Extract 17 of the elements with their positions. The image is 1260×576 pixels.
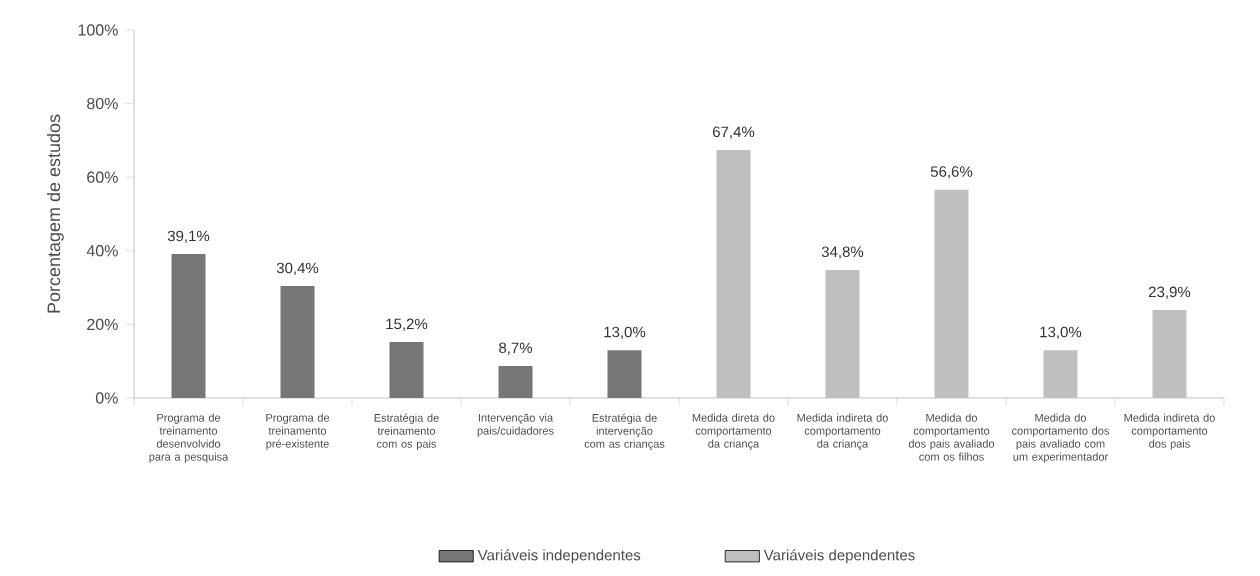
bar — [171, 254, 206, 398]
bar — [934, 189, 969, 398]
bar — [498, 365, 533, 398]
y-tick-label: 40% — [86, 245, 118, 257]
bar — [825, 269, 860, 398]
y-tick-label: 100% — [78, 24, 118, 36]
y-tick-label: 20% — [87, 318, 118, 331]
y-tick-label: 0% — [95, 392, 118, 404]
y-axis-title: Porcentagem de estudos — [46, 114, 64, 313]
bar — [280, 286, 315, 398]
y-tick-label: 80% — [87, 97, 118, 110]
bar — [1152, 310, 1187, 398]
bar — [1043, 350, 1078, 398]
bar — [389, 342, 424, 398]
bar — [607, 350, 642, 398]
bar — [716, 149, 751, 398]
y-tick-label: 60% — [87, 171, 118, 183]
